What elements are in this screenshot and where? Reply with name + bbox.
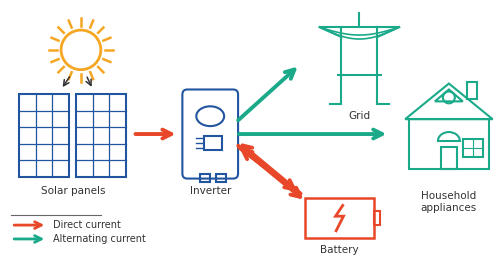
Text: Household
appliances: Household appliances [421,192,477,213]
Text: Direct current: Direct current [53,220,121,230]
Text: Inverter: Inverter [190,185,231,196]
Text: Grid: Grid [348,111,370,121]
Text: Solar panels: Solar panels [40,185,105,196]
Text: Battery: Battery [320,245,359,255]
Text: Alternating current: Alternating current [53,234,146,244]
